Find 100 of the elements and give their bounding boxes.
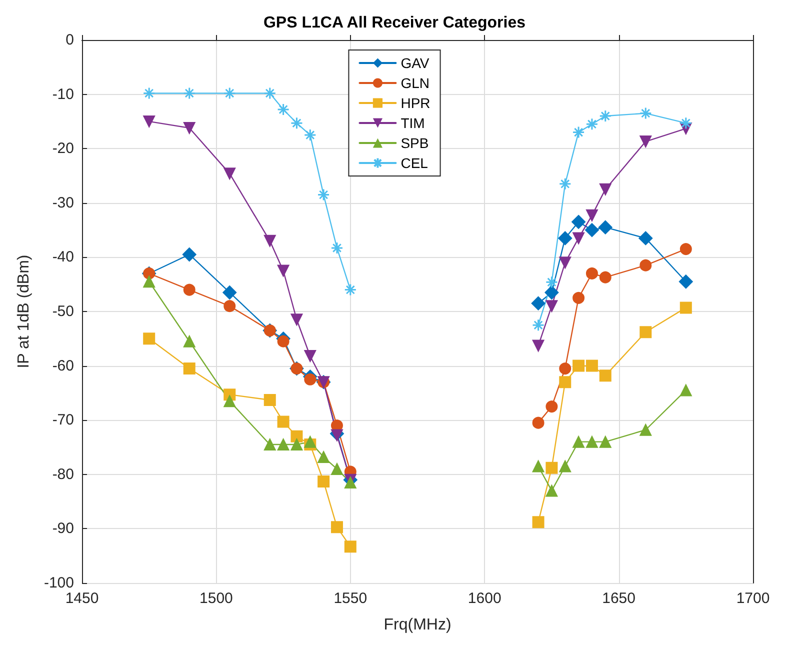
point	[680, 384, 692, 396]
point	[544, 285, 559, 300]
point	[344, 476, 356, 489]
point	[264, 438, 276, 451]
point	[584, 223, 599, 238]
point	[277, 416, 290, 428]
point	[143, 332, 156, 345]
point	[586, 118, 598, 130]
point	[586, 267, 598, 280]
point	[264, 234, 276, 247]
point	[532, 340, 544, 352]
legend-label: CEL	[400, 155, 428, 171]
legend-label: SPB	[400, 135, 429, 151]
point	[223, 86, 236, 100]
point	[143, 276, 156, 288]
y-tick-label: -50	[52, 303, 74, 320]
y-tick-label: -100	[44, 574, 74, 592]
x-tick-label: 1700	[736, 590, 770, 607]
point	[143, 115, 156, 128]
point	[290, 116, 303, 130]
point	[330, 242, 344, 254]
point	[224, 300, 236, 312]
point	[640, 136, 652, 148]
point	[318, 475, 330, 488]
point	[559, 256, 572, 269]
point	[183, 284, 196, 296]
y-tick-label: -10	[52, 86, 74, 103]
y-tick-label: -30	[52, 194, 74, 212]
point	[532, 516, 544, 528]
point	[559, 376, 572, 388]
chart-title: GPS L1CA All Receiver Categories	[263, 14, 526, 32]
point	[224, 168, 236, 180]
point	[183, 122, 196, 134]
point	[586, 209, 598, 222]
point	[572, 292, 585, 304]
point	[546, 400, 558, 413]
point	[680, 116, 692, 130]
point	[572, 214, 586, 229]
y-tick-label: -90	[52, 520, 74, 538]
point	[344, 284, 357, 296]
point	[183, 86, 196, 100]
point	[264, 86, 276, 100]
point	[599, 271, 612, 284]
legend-label: GAV	[400, 55, 430, 71]
point	[290, 430, 303, 442]
x-tick-label: 1600	[468, 590, 502, 607]
point	[277, 335, 290, 348]
point	[678, 274, 693, 289]
point	[545, 276, 558, 288]
point	[344, 540, 356, 553]
point	[640, 326, 652, 338]
point	[640, 259, 652, 272]
y-axis-title: IP at 1dB (dBm)	[16, 254, 32, 368]
point	[532, 318, 545, 332]
point	[304, 436, 316, 448]
point	[531, 296, 546, 310]
point	[290, 314, 303, 326]
point	[183, 362, 196, 375]
point	[639, 107, 652, 120]
point	[222, 285, 237, 300]
legend-label: GLN	[400, 75, 430, 91]
point	[304, 350, 316, 362]
point	[304, 128, 316, 142]
point	[558, 231, 572, 246]
point	[680, 243, 692, 256]
point	[142, 86, 156, 100]
point	[264, 394, 276, 406]
point	[182, 247, 196, 262]
point	[598, 220, 612, 234]
x-tick-label: 1450	[65, 590, 99, 607]
point	[304, 373, 316, 386]
point	[599, 370, 612, 382]
point	[277, 438, 290, 451]
point	[330, 521, 343, 534]
point	[572, 126, 585, 139]
point	[330, 429, 343, 442]
y-tick-label: -70	[52, 412, 74, 429]
legend-label: HPR	[400, 95, 430, 111]
point	[546, 462, 558, 474]
point	[330, 462, 343, 475]
y-tick-label: -80	[52, 466, 74, 483]
point	[599, 110, 612, 122]
point	[277, 103, 290, 116]
point	[640, 424, 652, 436]
point	[586, 436, 598, 448]
y-tick-label: -60	[52, 357, 74, 374]
point	[546, 484, 558, 497]
point	[277, 264, 290, 277]
point	[546, 300, 558, 312]
point	[532, 460, 544, 472]
point	[318, 451, 330, 464]
point	[224, 395, 236, 408]
y-tick-label: 0	[66, 32, 74, 48]
point	[532, 416, 544, 429]
point	[317, 188, 330, 202]
point	[559, 460, 572, 472]
point	[599, 436, 612, 448]
point	[559, 362, 572, 375]
y-tick-label: -40	[52, 248, 74, 266]
point	[638, 231, 653, 246]
